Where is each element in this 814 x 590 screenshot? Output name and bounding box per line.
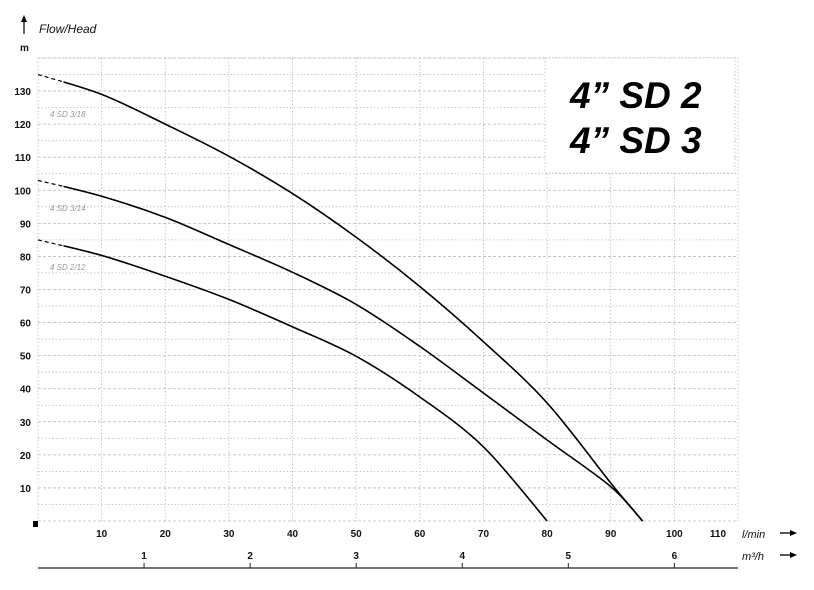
- x-axis-unit: l/min: [742, 529, 765, 541]
- y-tick-label: 130: [14, 87, 31, 98]
- y-tick-labels: 10 20 30 40 50 60 70 80 90 100 110 120 130: [14, 87, 31, 495]
- x2-tick-label: 3: [353, 551, 359, 562]
- x-tick-label: 30: [223, 529, 235, 540]
- x-tick-label: 70: [478, 529, 490, 540]
- x-tick-label: 80: [542, 529, 554, 540]
- secondary-x-axis: 1 2 3 4 5 6: [38, 551, 738, 569]
- x2-tick-label: 5: [566, 551, 572, 562]
- y-tick-label: 100: [14, 186, 31, 197]
- x-tick-label: 60: [414, 529, 426, 540]
- x-tick-label: 10: [96, 529, 108, 540]
- x-tick-label: 110: [710, 529, 727, 540]
- x-tick-label: 20: [160, 529, 172, 540]
- y-tick-label: 60: [20, 319, 32, 330]
- curve-extrapolated-segment: [37, 179, 64, 188]
- title-line-1: 4” SD 2: [569, 75, 702, 116]
- up-arrow-head-icon: [21, 15, 27, 22]
- y-tick-label: 10: [20, 484, 32, 495]
- series-label: 4 SD 3/18: [50, 110, 86, 119]
- y-axis-title: Flow/Head: [39, 22, 97, 36]
- x-tick-label: 100: [666, 529, 683, 540]
- curve-4-sd-2-12: [63, 244, 548, 522]
- curve-4-sd-3-18: [63, 81, 644, 522]
- y-tick-label: 20: [20, 451, 32, 462]
- y-tick-label: 120: [14, 120, 31, 131]
- x-tick-labels: 10 20 30 40 50 60 70 80 90 100 110: [96, 529, 726, 540]
- y-tick-label: 40: [20, 385, 32, 396]
- x2-tick-label: 2: [247, 551, 253, 562]
- y-axis-unit: m: [20, 43, 29, 54]
- y-tick-label: 90: [20, 219, 32, 230]
- curve-4-sd-3-14: [63, 185, 644, 522]
- x2-tick-label: 6: [672, 551, 678, 562]
- y-tick-label: 50: [20, 352, 32, 363]
- x-tick-label: 50: [351, 529, 363, 540]
- y-axis-header: Flow/Head m: [20, 15, 97, 54]
- right-arrow-icon: [780, 552, 797, 558]
- x2-tick-label: 1: [141, 551, 147, 562]
- right-arrow-icon: [780, 530, 797, 536]
- y-tick-label: 70: [20, 286, 32, 297]
- title-box: 4” SD 2 4” SD 3: [544, 57, 736, 174]
- y-tick-label: 30: [20, 418, 32, 429]
- x-tick-label: 90: [605, 529, 617, 540]
- y-tick-label: 110: [15, 153, 32, 164]
- origin-marker: [33, 521, 38, 527]
- x-tick-label: 40: [287, 529, 299, 540]
- y-tick-label: 80: [20, 252, 32, 263]
- series-label: 4 SD 2/12: [50, 263, 86, 272]
- x2-tick-label: 4: [459, 551, 465, 562]
- x2-axis-unit: m³/h: [742, 551, 764, 563]
- curves: 4 SD 3/18 4 SD 3/14 4 SD 2/12: [37, 73, 644, 522]
- series-label: 4 SD 3/14: [50, 204, 86, 213]
- title-line-2: 4” SD 3: [569, 120, 702, 161]
